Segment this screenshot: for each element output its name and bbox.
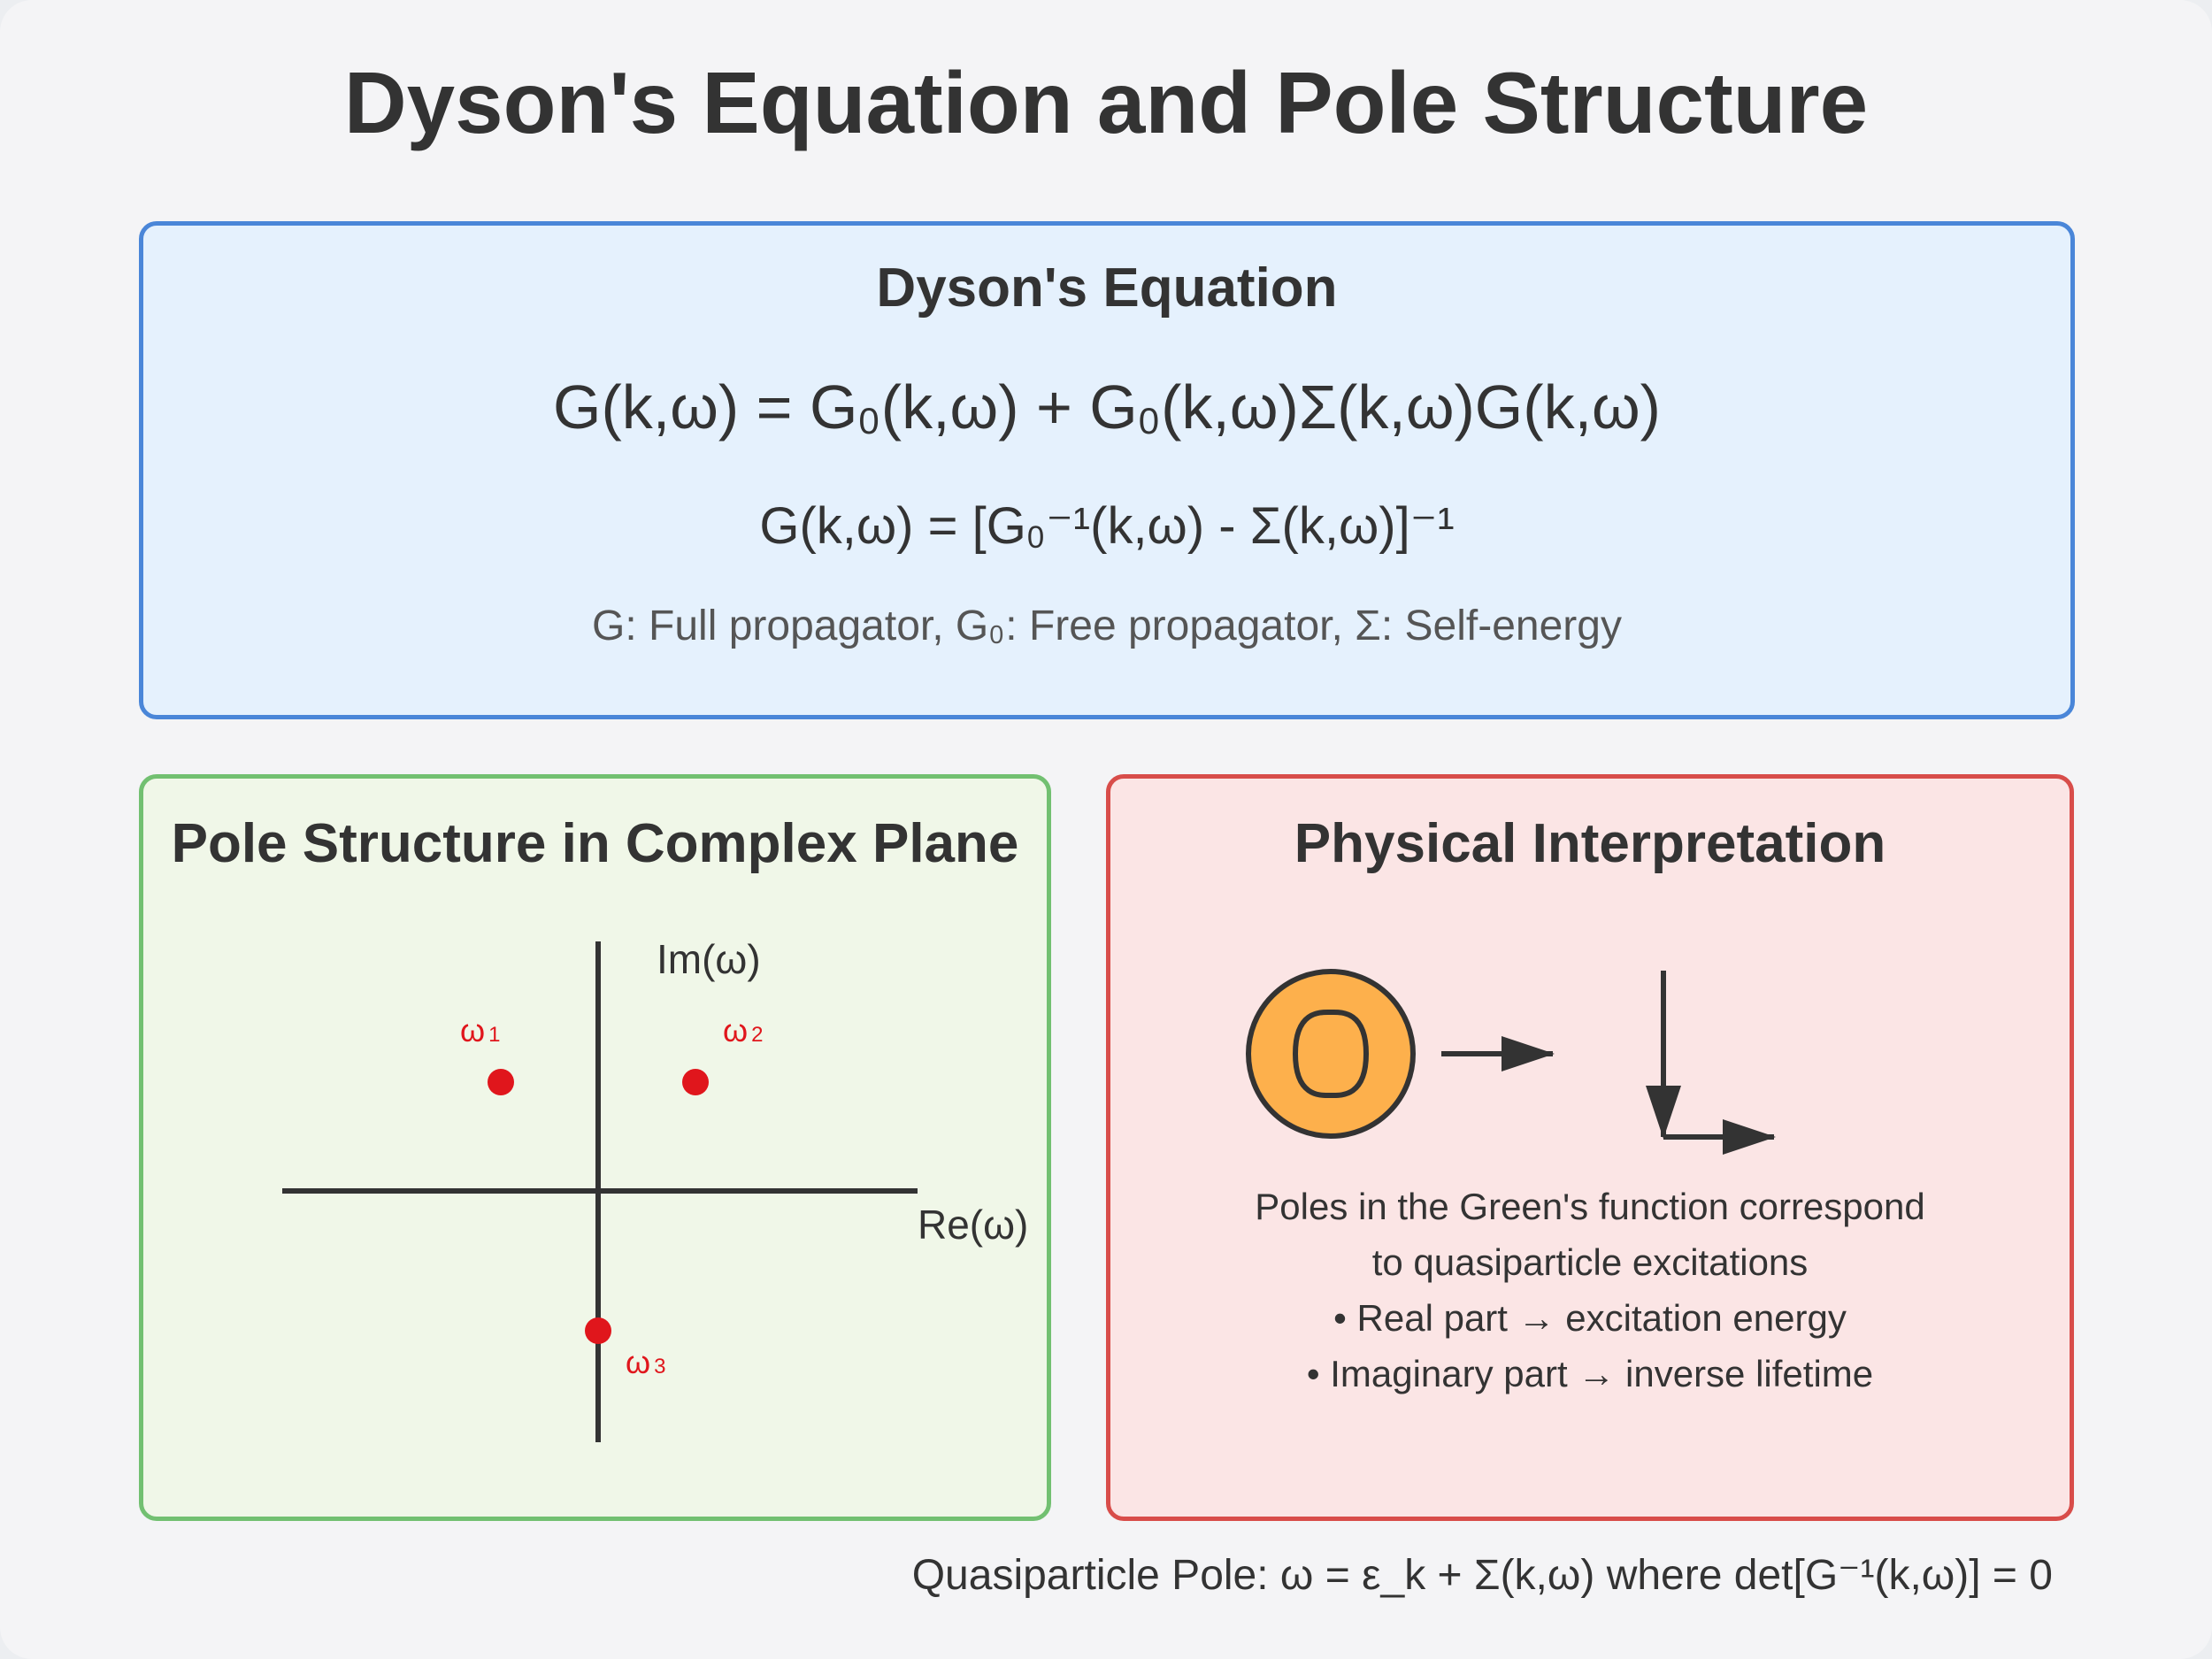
- quasiparticle-illustration: [1246, 969, 1776, 1155]
- inverse-equation: G(k,ω) = [G0⁻¹(k,ω) - Σ(k,ω)]⁻¹: [143, 495, 2070, 556]
- physical-interpretation-panel: Physical Interpretation Poles in the Gre…: [1106, 774, 2074, 1521]
- interpretation-text: Poles in the Green's function correspond…: [1110, 1179, 2070, 1402]
- eq1-subscript-1: 0: [1138, 400, 1160, 442]
- symbol-legend: G: Full propagator, G0: Free propagator,…: [143, 602, 2070, 650]
- interpretation-line: to quasiparticle excitations: [1371, 1241, 1809, 1283]
- pole-panel-title: Pole Structure in Complex Plane: [171, 813, 1019, 874]
- page-title: Dyson's Equation and Pole Structure: [343, 54, 1869, 151]
- legend-part-b: : Free propagator, Σ: Self-energy: [1005, 603, 1622, 649]
- eq2-superscript-2: ⁻¹: [1409, 497, 1455, 555]
- interpretation-line: Poles in the Green's function correspond: [1255, 1186, 1925, 1227]
- pole-omega-1: [488, 1069, 514, 1095]
- interpretation-panel-title: Physical Interpretation: [1294, 813, 1886, 874]
- legend-part-a: G: Full propagator, G: [592, 603, 989, 649]
- eq1-part-tail: (k,ω)Σ(k,ω)G(k,ω): [1161, 373, 1661, 442]
- eq2-part-b: (k,ω) - Σ(k,ω)]: [1090, 497, 1410, 555]
- interpretation-line: • Real part → excitation energy: [1333, 1297, 1847, 1339]
- pole-omega-3: [585, 1317, 611, 1344]
- dyson-equation: G(k,ω) = G0(k,ω) + G0(k,ω)Σ(k,ω)G(k,ω): [143, 372, 2070, 442]
- legend-subscript: 0: [989, 621, 1004, 650]
- eq1-part-mid: (k,ω) + G: [880, 373, 1138, 442]
- dyson-equation-panel: Dyson's Equation G(k,ω) = G0(k,ω) + G0(k…: [139, 221, 2075, 719]
- quasiparticle-pole-condition: Quasiparticle Pole: ω = ε_k + Σ(k,ω) whe…: [911, 1552, 2053, 1599]
- re-axis-label: Re(ω): [918, 1202, 1028, 1248]
- eq2-superscript-1: ⁻¹: [1046, 497, 1091, 555]
- eq1-subscript-0: 0: [858, 400, 879, 442]
- eq2-subscript: 0: [1026, 520, 1045, 556]
- interpretation-line: • Imaginary part → inverse lifetime: [1306, 1353, 1874, 1394]
- eq1-part-g: G(k,ω) = G: [553, 373, 858, 442]
- pole-omega-2: [682, 1069, 709, 1095]
- pole-structure-panel: Pole Structure in Complex Plane Im(ω) Re…: [139, 774, 1051, 1521]
- eq2-part-a: G(k,ω) = [G: [759, 497, 1026, 555]
- im-axis-label: Im(ω): [657, 936, 761, 982]
- quasiparticle-icon: [1246, 969, 1416, 1139]
- dyson-panel-title: Dyson's Equation: [876, 257, 1338, 319]
